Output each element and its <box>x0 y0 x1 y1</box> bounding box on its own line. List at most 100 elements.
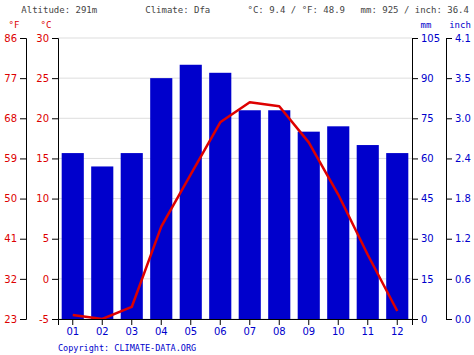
tick-mark <box>446 38 452 39</box>
tick-mark <box>412 239 418 240</box>
tick: 77 <box>4 73 26 84</box>
tick: 1.2 <box>446 233 471 244</box>
tick: 01 <box>66 319 79 337</box>
plot-area <box>62 65 409 319</box>
tick-label: 3.0 <box>455 113 471 124</box>
axis-line <box>447 39 453 320</box>
tick-label: 0 <box>43 274 49 285</box>
tick-label: 77 <box>4 73 17 84</box>
tick-label: 20 <box>36 113 49 124</box>
tick-label: 2.4 <box>455 153 471 164</box>
tick-mark <box>220 319 221 325</box>
tick-mark <box>52 38 58 39</box>
tick: 3.5 <box>446 73 471 84</box>
bar <box>121 153 143 319</box>
tick-label: 105 <box>421 33 440 44</box>
axis-line <box>413 39 419 320</box>
tick-label: 15 <box>421 274 434 285</box>
tick-label: 3.5 <box>455 73 471 84</box>
tick-mark <box>446 78 452 79</box>
tick-label: 1.2 <box>455 233 471 244</box>
tick-label: 04 <box>155 326 168 337</box>
tick-label: 1.8 <box>455 193 471 204</box>
tick: 10 <box>332 319 345 337</box>
bar <box>298 132 320 319</box>
tick-label: 0 <box>421 314 427 325</box>
tick: 30 <box>412 233 434 244</box>
tick: 1.8 <box>446 193 471 204</box>
grid-line <box>58 118 412 119</box>
tick-mark <box>52 239 58 240</box>
tick-label: 50 <box>4 193 17 204</box>
tick-mark <box>20 319 26 320</box>
tick: 10 <box>36 193 58 204</box>
tick-label: 02 <box>96 326 109 337</box>
tick-label: 41 <box>4 233 17 244</box>
tick-mark <box>397 319 398 325</box>
tick-mark <box>190 319 191 325</box>
tick: 06 <box>214 319 227 337</box>
tick: 0.0 <box>446 314 471 325</box>
tick: 25 <box>36 73 58 84</box>
bar <box>209 73 231 319</box>
annotation: Altitude: 291m <box>21 5 97 15</box>
tick-label: 12 <box>391 326 404 337</box>
tick-label: 30 <box>36 33 49 44</box>
tick: 75 <box>412 113 434 124</box>
tick: 15 <box>412 274 434 285</box>
bar <box>268 110 290 319</box>
tick-mark <box>446 158 452 159</box>
y2-axis: 0153045607590105 <box>412 33 440 325</box>
tick: 3.0 <box>446 113 471 124</box>
tick-label: 07 <box>243 326 256 337</box>
tick-label: 68 <box>4 113 17 124</box>
tick-label: 23 <box>4 314 17 325</box>
footnote: Copyright: CLIMATE-DATA.ORG <box>58 343 196 353</box>
bar <box>357 145 379 319</box>
tick-label: 59 <box>4 153 17 164</box>
tick-mark <box>412 279 418 280</box>
tick: 03 <box>125 319 138 337</box>
annotation: °C: 9.4 / °F: 48.9 <box>247 5 345 15</box>
tick-mark <box>308 319 309 325</box>
tick-mark <box>20 279 26 280</box>
axis-line <box>52 39 59 320</box>
line <box>73 102 398 319</box>
bar <box>327 126 349 319</box>
bar-series <box>62 65 409 319</box>
tick-label: 32 <box>4 274 17 285</box>
tick-label: 30 <box>421 233 434 244</box>
tick: -5 <box>39 314 58 325</box>
annotation: mm: 925 / inch: 36.4 <box>361 5 469 15</box>
tick-mark <box>412 118 418 119</box>
tick-mark <box>20 239 26 240</box>
tick-mark <box>412 158 418 159</box>
tick-label: 10 <box>36 193 49 204</box>
tick-label: 5 <box>43 233 49 244</box>
y2-axis-outer: 0.00.61.21.82.43.03.54.1 <box>446 33 471 325</box>
tick-mark <box>52 319 58 320</box>
tick: 41 <box>4 233 26 244</box>
chart: -505101520253023324150596877860153045607… <box>0 0 474 355</box>
tick-mark <box>20 199 26 200</box>
tick-label: 60 <box>421 153 434 164</box>
tick-mark <box>412 38 418 39</box>
tick-label: 45 <box>421 193 434 204</box>
axis-line <box>59 320 413 326</box>
tick: 0 <box>43 274 58 285</box>
axis-title: °C <box>41 20 52 30</box>
tick: 07 <box>243 319 256 337</box>
annotation: Climate: Dfa <box>145 5 210 15</box>
annotations: Altitude: 291m Climate: Dfa °C: 9.4 / °F: … <box>21 5 469 15</box>
axis-line <box>20 39 27 320</box>
tick-mark <box>338 319 339 325</box>
tick-mark <box>52 158 58 159</box>
tick-mark <box>446 199 452 200</box>
tick-label: 08 <box>273 326 286 337</box>
x-axis: 010203040506070809101112 <box>59 319 413 337</box>
tick: 02 <box>96 319 109 337</box>
tick-mark <box>52 279 58 280</box>
tick-label: 0.0 <box>455 314 471 325</box>
tick: 04 <box>155 319 168 337</box>
tick-mark <box>249 319 250 325</box>
